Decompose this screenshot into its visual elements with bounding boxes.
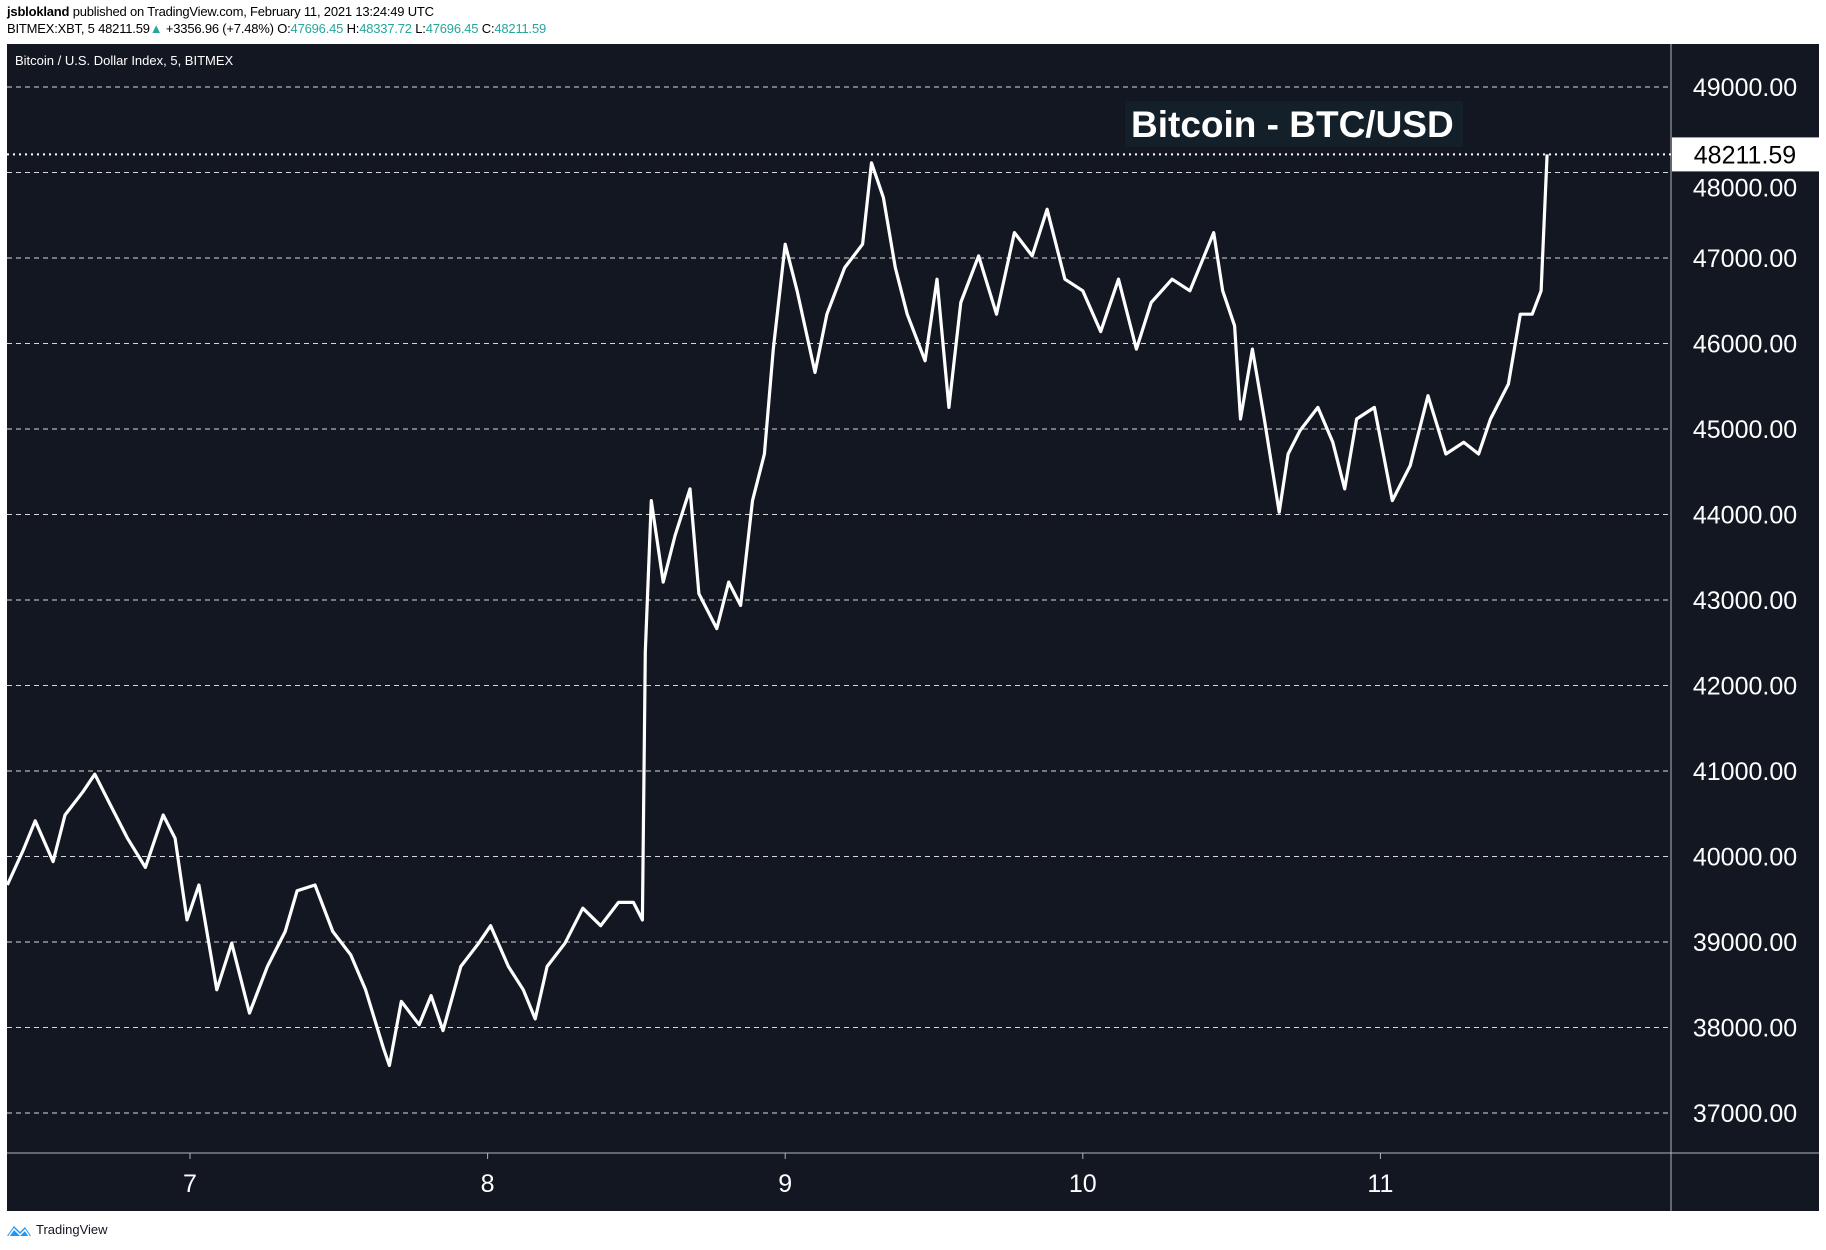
open-value: 47696.45 [290, 21, 344, 36]
low-label: L: [415, 21, 426, 36]
y-tick-label: 44000.00 [1693, 502, 1797, 530]
y-tick-label: 42000.00 [1693, 673, 1797, 701]
tradingview-logo-icon [7, 1225, 31, 1236]
low-value: 47696.45 [425, 21, 479, 36]
chart-background [7, 44, 1819, 1211]
symbol: BITMEX:XBT, 5 [7, 21, 95, 36]
x-tick-label: 8 [481, 1170, 495, 1198]
x-tick-label: 11 [1367, 1170, 1393, 1198]
y-tick-label: 48000.00 [1693, 174, 1797, 202]
publish-text: published on TradingView.com, February 1… [72, 4, 434, 19]
y-tick-label: 49000.00 [1693, 74, 1797, 102]
high-value: 48337.72 [359, 21, 412, 36]
y-tick-label: 47000.00 [1693, 245, 1797, 273]
publish-info: jsblokland published on TradingView.com,… [7, 4, 434, 19]
brand-name: TradingView [36, 1222, 108, 1237]
last-price-badge [1672, 137, 1819, 172]
high-label: H: [346, 21, 360, 36]
y-tick-label: 37000.00 [1693, 1100, 1797, 1128]
y-tick-label: 39000.00 [1693, 929, 1797, 957]
symbol-legend: BITMEX:XBT, 5 48211.59▲ +3356.96 (+7.48%… [7, 21, 546, 36]
change: +3356.96 (+7.48%) [165, 21, 274, 36]
last-price-label: 48211.59 [1694, 141, 1796, 169]
last-price: 48211.59 [98, 21, 150, 36]
author-name[interactable]: jsblokland [7, 4, 70, 19]
y-tick-label: 40000.00 [1693, 844, 1797, 872]
close-label: C: [481, 21, 495, 36]
open-label: O: [277, 21, 291, 36]
y-tick-label: 38000.00 [1693, 1015, 1797, 1043]
x-tick-label: 10 [1069, 1170, 1097, 1198]
y-tick-label: 43000.00 [1693, 587, 1797, 615]
series-line-btcusd [5, 154, 1549, 1068]
y-tick-label: 45000.00 [1693, 416, 1797, 444]
chart-title: Bitcoin / U.S. Dollar Index, 5, BITMEX [15, 53, 234, 68]
tradingview-brand[interactable]: TradingView [6, 1222, 108, 1237]
annotation-box [1125, 101, 1463, 147]
triangle-up-icon: ▲ [149, 21, 163, 36]
y-tick-label: 46000.00 [1693, 331, 1797, 359]
x-tick-label: 7 [183, 1170, 197, 1198]
x-tick-label: 9 [778, 1170, 792, 1198]
close-value: 48211.59 [494, 21, 547, 36]
y-tick-label: 41000.00 [1693, 758, 1797, 786]
annotation-label: Bitcoin - BTC/USD [1131, 104, 1454, 145]
